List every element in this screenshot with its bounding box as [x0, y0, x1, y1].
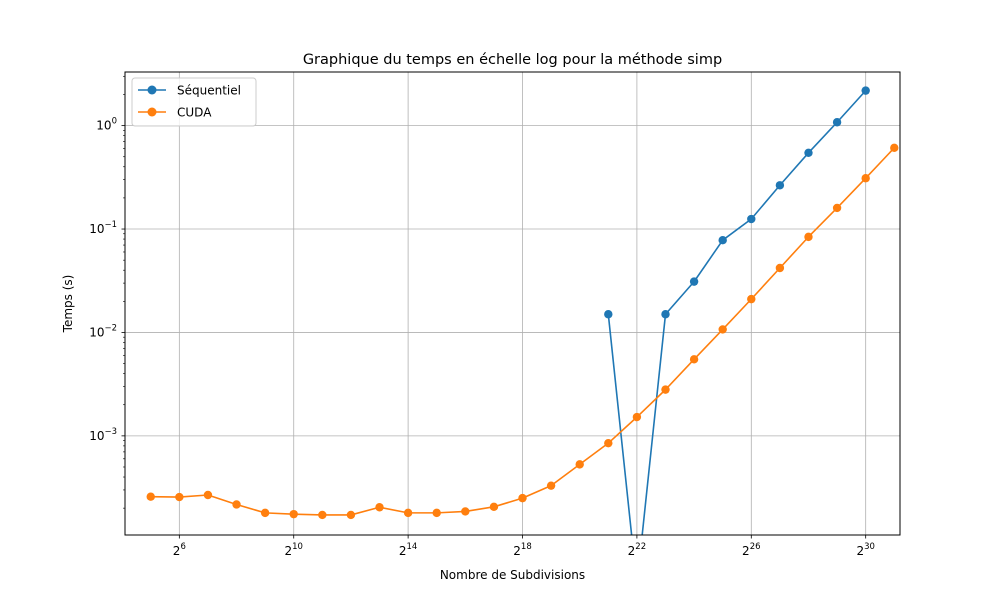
data-point-sequentiel	[661, 310, 670, 319]
data-point-cuda	[546, 481, 556, 490]
series-segment-cuda	[522, 484, 552, 499]
series-segment-cuda	[836, 177, 867, 209]
data-point-cuda	[632, 412, 642, 422]
legend-label-sequentiel: Séquentiel	[177, 84, 241, 98]
data-point-sequentiel	[747, 214, 756, 224]
series-sequentiel	[604, 86, 870, 535]
data-point-sequentiel	[689, 277, 699, 286]
data-point-sequentiel	[604, 310, 613, 319]
series-segment-cuda	[236, 503, 266, 514]
series-segment-cuda	[179, 494, 208, 498]
series-segment-cuda	[379, 506, 409, 514]
series-segment-cuda	[550, 463, 581, 487]
plot-frame	[124, 71, 901, 536]
data-point-cuda	[260, 508, 270, 518]
data-point-sequentiel	[861, 86, 870, 95]
data-point-cuda	[832, 203, 842, 213]
chart-title: Graphique du temps en échelle log pour l…	[303, 52, 722, 68]
y-tick-label: 100	[96, 117, 117, 133]
data-point-cuda	[375, 503, 384, 512]
x-tick-label: 222	[628, 542, 646, 558]
series-layer	[146, 86, 899, 535]
x-tick-label: 210	[284, 542, 302, 558]
data-point-cuda	[461, 507, 470, 516]
data-point-cuda	[575, 460, 584, 469]
data-point-cuda	[661, 385, 670, 394]
legend-entry-cuda: CUDA	[138, 106, 212, 120]
series-segment-cuda	[750, 267, 781, 300]
x-tick-label: 226	[742, 542, 760, 558]
series-segment-sequentiel	[807, 121, 838, 154]
series-segment-cuda	[865, 147, 895, 179]
data-point-cuda	[289, 509, 298, 519]
data-point-cuda	[890, 143, 899, 153]
series-segment-cuda	[779, 236, 810, 269]
series-segment-sequentiel	[607, 314, 633, 535]
series-cuda	[146, 143, 899, 520]
data-point-cuda	[346, 510, 356, 520]
x-axis-label: Nombre de Subdivisions	[440, 568, 585, 582]
series-segment-cuda	[636, 389, 667, 418]
data-point-sequentiel	[718, 235, 727, 245]
x-tick-label: 230	[856, 542, 874, 558]
series-segment-sequentiel	[641, 314, 667, 535]
y-tick-label: 10−1	[89, 220, 117, 236]
series-segment-cuda	[722, 298, 752, 330]
legend-marker-sequentiel	[147, 85, 157, 95]
series-segment-sequentiel	[664, 281, 695, 315]
data-point-cuda	[604, 438, 613, 448]
data-point-sequentiel	[832, 118, 842, 127]
data-point-cuda	[318, 510, 327, 520]
x-tick-label: 218	[513, 542, 531, 558]
series-segment-sequentiel	[779, 152, 810, 186]
data-point-sequentiel	[775, 181, 785, 190]
data-point-cuda	[175, 492, 184, 502]
data-point-cuda	[146, 492, 155, 501]
data-point-cuda	[403, 508, 413, 518]
series-segment-cuda	[607, 416, 638, 444]
x-tick-label: 214	[399, 542, 417, 558]
data-point-cuda	[804, 232, 813, 242]
series-segment-cuda	[436, 510, 466, 514]
series-segment-sequentiel	[722, 218, 752, 241]
y-axis-label: Temps (s)	[61, 275, 75, 334]
data-point-cuda	[432, 508, 441, 518]
series-segment-sequentiel	[836, 90, 867, 123]
legend: Séquentiel CUDA	[131, 77, 257, 127]
y-tick-label: 10−2	[89, 323, 117, 339]
tick-layer: 26 210 214 218 222 226 230 10−3 10−2 10−1 100	[89, 75, 875, 558]
data-point-cuda	[689, 355, 699, 364]
data-point-cuda	[861, 174, 870, 183]
data-point-cuda	[747, 294, 756, 304]
series-segment-cuda	[293, 513, 323, 516]
legend-marker-cuda	[147, 107, 157, 117]
data-point-cuda	[489, 502, 499, 512]
data-point-cuda	[232, 500, 241, 509]
series-segment-sequentiel	[693, 239, 724, 283]
series-segment-cuda	[465, 506, 495, 513]
series-segment-cuda	[664, 358, 695, 391]
series-segment-cuda	[807, 207, 838, 238]
data-point-cuda	[518, 493, 527, 503]
y-tick-label: 10−3	[89, 427, 117, 443]
data-point-cuda	[203, 490, 213, 500]
data-point-cuda	[718, 325, 727, 334]
series-segment-cuda	[579, 442, 609, 466]
series-segment-cuda	[693, 328, 724, 360]
series-segment-cuda	[207, 494, 237, 506]
series-segment-cuda	[265, 512, 294, 515]
legend-entry-sequentiel: Séquentiel	[138, 84, 241, 98]
series-segment-cuda	[493, 497, 523, 508]
data-point-sequentiel	[804, 148, 813, 158]
x-tick-label: 26	[173, 542, 186, 558]
grid-layer	[125, 72, 900, 535]
legend-label-cuda: CUDA	[177, 106, 212, 120]
series-segment-sequentiel	[750, 184, 781, 220]
data-point-cuda	[775, 263, 785, 273]
series-segment-cuda	[350, 506, 380, 516]
